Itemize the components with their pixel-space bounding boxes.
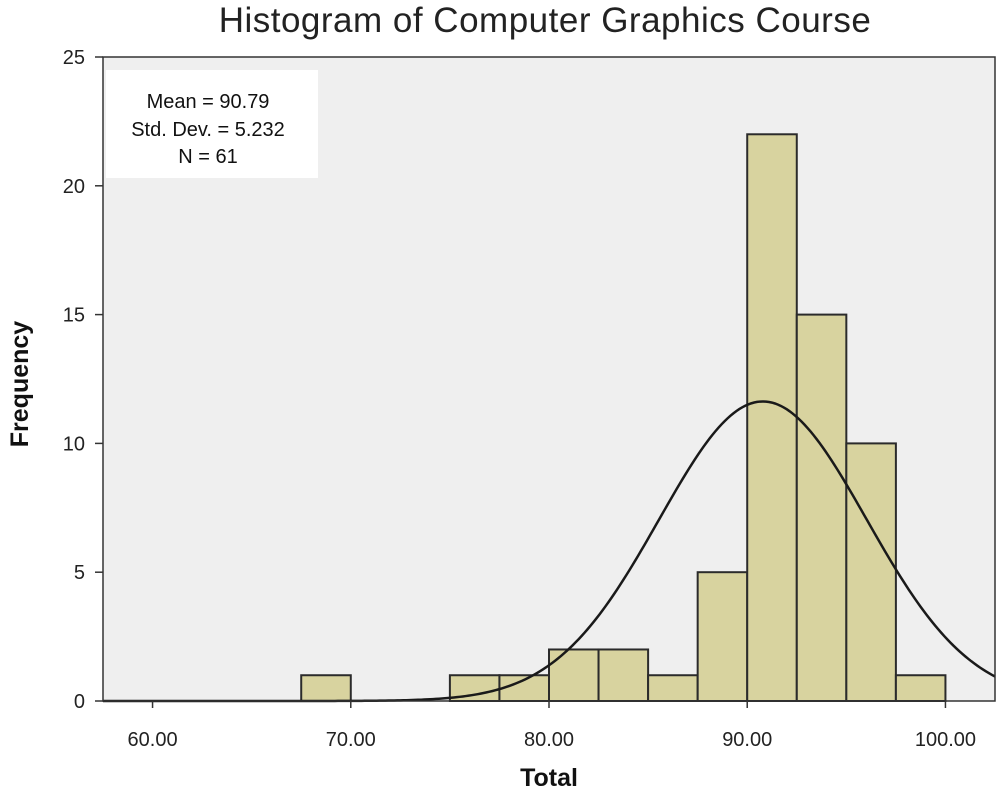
histogram-bar: [795, 313, 848, 702]
y-tick-label: 20: [63, 176, 85, 198]
histogram-bar: [746, 133, 798, 702]
stats-box: Mean = 90.79 Std. Dev. = 5.232 N = 61: [106, 70, 318, 178]
x-tick-label: 70.00: [326, 729, 376, 751]
histogram-bar: [300, 674, 352, 702]
histogram-bar: [845, 442, 897, 702]
bars-group: [300, 133, 947, 703]
stats-box-background: [106, 70, 318, 178]
y-tick-label: 10: [63, 433, 85, 455]
y-tick-label: 25: [63, 47, 85, 69]
y-tick-label: 15: [63, 305, 85, 327]
y-tick-label: 5: [74, 562, 85, 584]
x-tick-label: 60.00: [128, 729, 178, 751]
x-tick-label: 80.00: [524, 729, 574, 751]
chart-title: Histogram of Computer Graphics Course: [219, 1, 872, 40]
histogram-bar: [647, 674, 699, 702]
x-tick-label: 100.00: [915, 729, 976, 751]
axes-group: 60.00 70.00 80.00 90.00 100.00 0 5 10 15 20 25: [63, 47, 976, 751]
y-tick-label: 0: [74, 691, 85, 713]
x-tick-label: 90.00: [722, 729, 772, 751]
histogram-bar: [597, 648, 650, 702]
histogram-bar: [696, 571, 749, 703]
stats-n: N = 61: [178, 146, 237, 168]
x-axis-title: Total: [520, 764, 578, 792]
stats-mean: Mean = 90.79: [147, 91, 270, 113]
stats-std-dev: Std. Dev. = 5.232: [131, 119, 285, 141]
histogram-bar: [548, 648, 600, 702]
histogram-bar: [894, 674, 947, 702]
y-axis-title: Frequency: [6, 321, 34, 448]
